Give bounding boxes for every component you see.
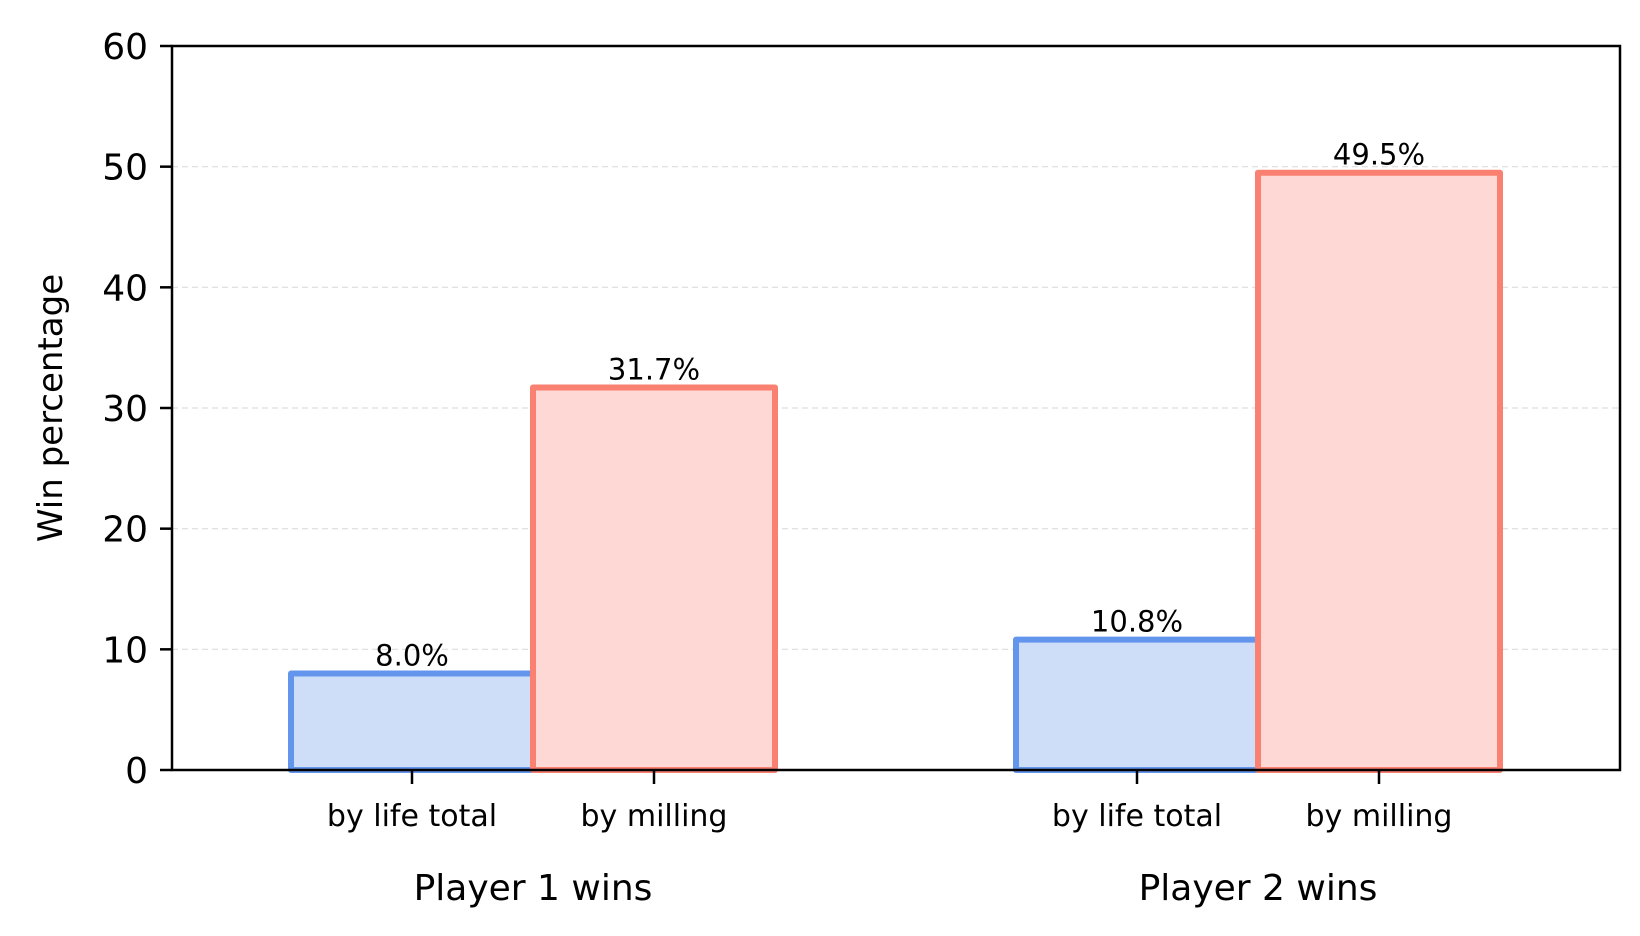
- y-tick-label: 30: [102, 389, 148, 430]
- grid-layer: [172, 166, 1620, 650]
- bar-life-total-player-1: [288, 670, 536, 774]
- x-category-label: by milling: [581, 799, 728, 834]
- y-tick-label: 40: [102, 268, 148, 309]
- bar-value-labels: 8.0% 31.7% 10.8% 49.5%: [375, 138, 1425, 673]
- bar-value-label: 8.0%: [375, 638, 449, 672]
- bar-milling-player-2: [1255, 169, 1503, 773]
- bar-value-label: 10.8%: [1091, 605, 1183, 639]
- y-tick-label: 50: [102, 148, 148, 189]
- bar-value-label: 31.7%: [608, 352, 700, 386]
- bars-layer: [288, 169, 1503, 774]
- x-axis: by life total by milling Player 1 wins by l…: [327, 770, 1453, 909]
- bar-value-label: 49.5%: [1333, 138, 1425, 172]
- group-label-player-1: Player 1 wins: [414, 868, 653, 909]
- group-label-player-2: Player 2 wins: [1139, 868, 1378, 909]
- y-axis: 0 10 20 30 40 50 60: [102, 27, 172, 792]
- x-category-label: by milling: [1306, 799, 1453, 834]
- y-tick-label: 20: [102, 510, 148, 551]
- x-category-label: by life total: [1052, 799, 1222, 834]
- bar-life-total-player-2: [1013, 636, 1261, 773]
- y-tick-label: 60: [102, 27, 148, 68]
- y-axis-label: Win percentage: [31, 274, 71, 542]
- x-category-label: by life total: [327, 799, 497, 834]
- bar-milling-player-1: [530, 384, 778, 773]
- y-tick-label: 0: [125, 751, 148, 792]
- y-tick-label: 10: [102, 630, 148, 671]
